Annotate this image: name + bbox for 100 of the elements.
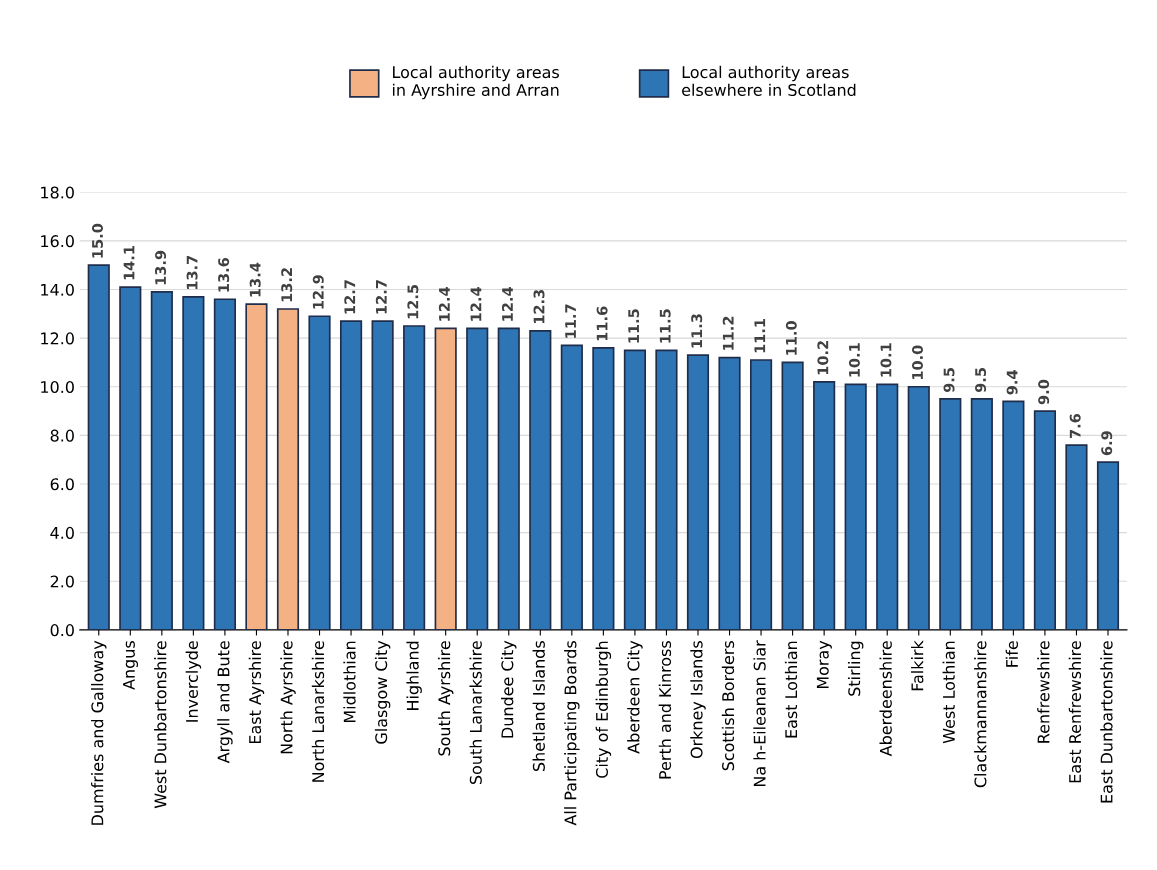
x-tick-label: Aberdeenshire xyxy=(879,641,892,757)
bar xyxy=(939,398,962,630)
y-tick-label: 6.0 xyxy=(50,478,74,491)
data-label: 7.6 xyxy=(1069,413,1081,439)
x-tick-label: All Participating Boards xyxy=(564,641,580,826)
data-label: 11.2 xyxy=(722,316,734,350)
x-tick-label: South Lanarkshire xyxy=(469,641,482,785)
x-tick-label: Aberdeen City xyxy=(627,640,643,754)
bar xyxy=(119,286,142,630)
x-tick-label: East Ayrshire xyxy=(248,641,265,744)
data-label: 13.6 xyxy=(218,257,230,292)
bar xyxy=(245,303,268,630)
y-tick-label: 2.0 xyxy=(50,575,74,588)
data-label: 13.4 xyxy=(249,262,261,297)
x-tick-label: Perth and Kinross xyxy=(658,641,672,779)
x-tick-label: Renfrewshire xyxy=(1037,641,1050,743)
x-tick-label: East Dunbartonshire xyxy=(1100,641,1113,803)
bar xyxy=(876,383,899,630)
data-label: 12.9 xyxy=(312,275,324,309)
bar xyxy=(276,308,300,630)
bar xyxy=(466,327,489,630)
bar xyxy=(150,291,173,630)
data-label: 11.3 xyxy=(691,314,703,348)
x-tick-label: East Renfrewshire xyxy=(1068,641,1082,783)
x-tick-label: City of Edinburgh xyxy=(595,641,612,778)
x-tick-label: South Ayrshire xyxy=(437,641,454,756)
x-tick-label: Stirling xyxy=(847,641,864,696)
legend-label: Local authority areas in Ayrshire and Arran xyxy=(392,65,559,100)
bar xyxy=(434,327,457,630)
data-label: 10.1 xyxy=(848,343,860,377)
data-label: 12.3 xyxy=(533,289,545,324)
x-tick-label: Orkney Islands xyxy=(690,641,706,759)
bar xyxy=(781,361,804,630)
data-label: 12.5 xyxy=(407,284,419,319)
data-label: 12.7 xyxy=(375,280,387,314)
data-label: 10.1 xyxy=(880,343,892,377)
x-tick-label: Dundee City xyxy=(501,640,517,738)
bar xyxy=(497,327,520,630)
x-tick-label: Dumfries and Galloway xyxy=(91,640,107,825)
x-tick-label: Midlothian xyxy=(343,641,356,723)
data-label: 11.7 xyxy=(565,304,576,338)
data-label: 12.4 xyxy=(501,287,513,321)
data-label: 13.7 xyxy=(186,255,198,290)
bar xyxy=(560,344,583,630)
x-tick-label: Shetland Islands xyxy=(532,641,545,771)
x-tick-label: Glasgow City xyxy=(374,640,391,744)
data-label: 9.5 xyxy=(943,368,955,393)
x-tick-label: Clackmannanshire xyxy=(974,641,987,788)
x-tick-label: Inverclyde xyxy=(185,641,202,722)
x-tick-label: Argyll and Bute xyxy=(217,641,233,764)
bar xyxy=(844,383,867,630)
y-tick-label: 12.0 xyxy=(41,332,74,345)
x-tick-label: North Ayrshire xyxy=(280,641,296,754)
bar xyxy=(718,356,741,630)
x-tick-label: Angus xyxy=(123,641,139,690)
bar xyxy=(87,264,110,630)
bar xyxy=(1065,444,1088,630)
y-tick-label: 14.0 xyxy=(41,283,74,296)
y-tick-label: 16.0 xyxy=(41,235,74,248)
data-label: 9.4 xyxy=(1006,370,1018,395)
bar xyxy=(970,398,993,630)
bar xyxy=(213,298,236,630)
x-tick-label: Falkirk xyxy=(911,640,924,691)
bar xyxy=(749,359,773,630)
x-tick-label: Fife xyxy=(1005,641,1019,667)
legend-label: Local authority areas elsewhere in Scotland xyxy=(682,65,856,97)
x-tick-label: Na h-Eileanan Siar xyxy=(753,640,766,787)
x-tick-label: West Dunbartonshire xyxy=(154,641,167,809)
bar xyxy=(182,295,205,630)
x-tick-label: North Lanarkshire xyxy=(311,641,325,782)
bar xyxy=(655,349,678,630)
data-label: 11.6 xyxy=(596,306,608,341)
y-tick-label: 18.0 xyxy=(41,186,74,199)
data-label: 12.7 xyxy=(344,280,356,314)
bar xyxy=(623,349,646,630)
y-tick-label: 4.0 xyxy=(50,526,74,539)
x-tick-label: Moray xyxy=(816,640,832,689)
data-label: 12.4 xyxy=(438,287,450,321)
bar xyxy=(1002,400,1025,630)
data-label: 11.5 xyxy=(659,309,671,343)
data-label: 13.9 xyxy=(155,250,167,285)
bar xyxy=(371,320,394,630)
bar xyxy=(592,347,615,630)
data-label: 11.1 xyxy=(754,318,766,353)
data-label: 9.0 xyxy=(1038,379,1050,405)
data-label: 12.4 xyxy=(470,287,482,321)
bar xyxy=(529,330,552,630)
data-label: 10.0 xyxy=(911,345,923,380)
data-label: 14.1 xyxy=(123,246,135,280)
data-label: 9.5 xyxy=(975,368,987,393)
bar xyxy=(813,381,836,630)
data-label: 11.5 xyxy=(628,309,640,343)
data-label: 15.0 xyxy=(91,223,103,258)
data-label: 6.9 xyxy=(1101,431,1113,456)
bar xyxy=(339,320,363,630)
data-label: 11.0 xyxy=(785,321,797,355)
x-tick-label: East Lothian xyxy=(784,641,798,738)
y-tick-label: 10.0 xyxy=(41,380,74,394)
data-label: 13.2 xyxy=(281,268,293,302)
x-tick-label: Scottish Borders xyxy=(721,641,735,771)
